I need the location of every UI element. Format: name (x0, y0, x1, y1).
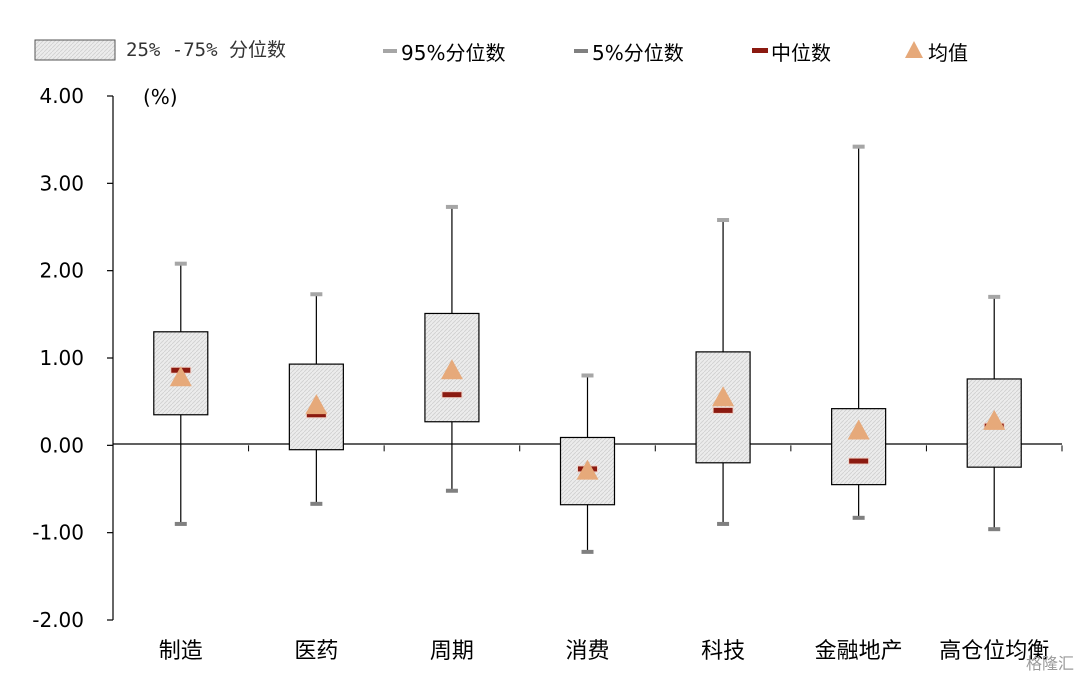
mean-marker (169, 366, 192, 387)
legend-p95-label: 95%分位数 (401, 41, 505, 65)
y-tick-label: 4.00 (39, 84, 84, 108)
box-group-1 (288, 292, 344, 506)
category-label: 周期 (430, 639, 474, 664)
p95-marker (852, 144, 865, 149)
category-label: 科技 (701, 639, 745, 664)
box-group-4 (695, 218, 751, 526)
y-axis-ticks: 4.00 3.00 2.00 1.00 0.00 -1.00 -2.00 (32, 84, 113, 632)
mean-marker (576, 459, 599, 480)
category-label: 消费 (565, 639, 609, 664)
category-label: 金融地产 (815, 639, 903, 664)
mean-marker (712, 386, 735, 407)
p95-marker (445, 204, 458, 209)
watermark: 格隆汇 (1025, 654, 1074, 673)
p5-marker (717, 521, 730, 526)
y-tick-label: 3.00 (39, 171, 84, 195)
box-group-5 (831, 144, 887, 520)
y-tick-label: 0.00 (39, 433, 84, 457)
legend-box-label: 25% -75% 分位数 (126, 39, 286, 61)
legend-median-label: 中位数 (771, 41, 831, 65)
legend-mean-label: 均值 (928, 41, 968, 65)
legend-p5-swatch (574, 49, 588, 53)
p5-marker (174, 521, 187, 526)
mean-marker (305, 394, 328, 415)
y-unit-label: (%) (143, 85, 178, 109)
median-marker (441, 391, 463, 399)
legend-median-swatch (752, 48, 768, 53)
box-group-3 (559, 373, 616, 554)
p95-marker (174, 261, 187, 266)
p95-marker (310, 292, 323, 297)
p95-marker (581, 373, 594, 378)
mean-marker (847, 419, 870, 440)
median-marker (848, 457, 870, 465)
y-tick-label: -2.00 (32, 608, 84, 632)
iqr-box (966, 378, 1022, 468)
legend: 25% -75% 分位数 95%分位数 5%分位数 中位数 均值 (34, 39, 968, 65)
y-tick-label: 1.00 (39, 346, 84, 370)
mean-marker (983, 409, 1006, 430)
y-tick-label: -1.00 (32, 521, 84, 545)
box-group-2 (424, 204, 480, 493)
median-marker (712, 406, 734, 414)
x-axis-category-labels: 制造 医药 周期 消费 科技 金融地产 高仓位均衡 (159, 639, 1049, 664)
legend-p5-label: 5%分位数 (592, 41, 684, 65)
box-series (153, 144, 1022, 554)
legend-box-swatch (34, 39, 116, 61)
p5-marker (310, 501, 323, 506)
legend-mean-swatch (905, 41, 923, 58)
category-label: 医药 (294, 639, 338, 664)
y-tick-label: 2.00 (39, 259, 84, 283)
p5-marker (445, 488, 458, 493)
x-axis-category-ticks (112, 445, 1063, 452)
mean-marker (440, 359, 463, 380)
box-group-6 (966, 294, 1022, 532)
p95-marker (717, 218, 730, 223)
p95-marker (988, 294, 1001, 299)
p5-marker (852, 515, 865, 520)
p5-marker (581, 549, 594, 554)
p5-marker (988, 527, 1001, 532)
category-label: 制造 (159, 639, 203, 664)
legend-p95-swatch (383, 49, 397, 53)
box-group-0 (153, 261, 209, 526)
category-label: 高仓位均衡 (939, 639, 1049, 664)
